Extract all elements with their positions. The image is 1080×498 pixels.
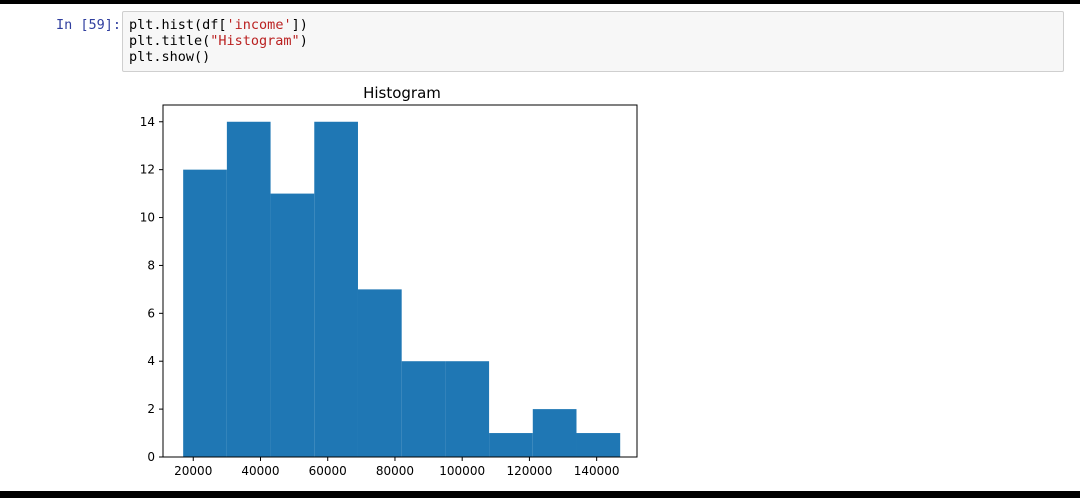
histogram-chart: Histogram 0 2 4 6 8 10 12 14 20000 40000 60000 8000… — [140, 84, 638, 478]
histogram-bar — [357, 289, 402, 457]
code-line-1-pre: plt.hist(df[ — [129, 17, 227, 33]
histogram-bar — [576, 433, 621, 457]
x-tick-label: 80000 — [376, 464, 414, 478]
y-tick-label: 2 — [147, 402, 155, 416]
code-line-1: plt.hist(df['income']) — [129, 17, 308, 33]
code-line-1-post: ]) — [291, 17, 308, 33]
y-tick-label: 6 — [147, 306, 155, 320]
histogram-bar — [445, 361, 490, 457]
y-tick-label: 12 — [140, 163, 155, 177]
x-tick-label: 120000 — [507, 464, 553, 478]
histogram-bar — [314, 121, 358, 457]
x-tick-label: 140000 — [574, 464, 620, 478]
y-tick-label: 10 — [140, 211, 155, 225]
histogram-bar — [183, 169, 227, 457]
x-tick-label: 60000 — [309, 464, 347, 478]
histogram-bar — [489, 433, 533, 457]
axes-group: 0 2 4 6 8 10 12 14 20000 40000 60000 80000 100000 120… — [140, 115, 620, 478]
code-line-2-post: ) — [299, 33, 308, 49]
code-line-3: plt.show() — [129, 49, 211, 65]
y-tick-label: 4 — [147, 354, 155, 368]
plot-frame — [162, 104, 638, 458]
notebook-frame: In [59]: plt.hist(df['income']) plt.titl… — [0, 4, 1080, 491]
histogram-bar — [401, 361, 446, 457]
chart-title: Histogram — [363, 84, 441, 102]
bars-group — [183, 121, 621, 457]
code-line-2-pre: plt.title( — [129, 33, 211, 49]
y-tick-label: 14 — [140, 115, 155, 129]
y-tick-label: 0 — [147, 450, 155, 464]
x-tick-label: 100000 — [439, 464, 485, 478]
y-tick-label: 8 — [147, 258, 155, 272]
cell-prompt: In [59]: — [56, 17, 122, 33]
code-line-2: plt.title("Histogram") — [129, 33, 308, 49]
histogram-bar — [270, 193, 315, 457]
histogram-bar — [532, 409, 577, 457]
histogram-bar — [226, 121, 271, 457]
x-tick-label: 40000 — [241, 464, 279, 478]
code-editor[interactable]: plt.hist(df['income']) plt.title("Histog… — [129, 17, 308, 65]
code-cell[interactable]: plt.hist(df['income']) plt.title("Histog… — [122, 11, 1064, 72]
code-line-1-string: 'income' — [226, 17, 292, 33]
x-tick-label: 20000 — [174, 464, 212, 478]
cell-output: Histogram 0 2 4 6 8 10 12 14 20000 40000 60000 8000… — [130, 78, 650, 490]
code-line-2-string: "Histogram" — [210, 33, 300, 49]
